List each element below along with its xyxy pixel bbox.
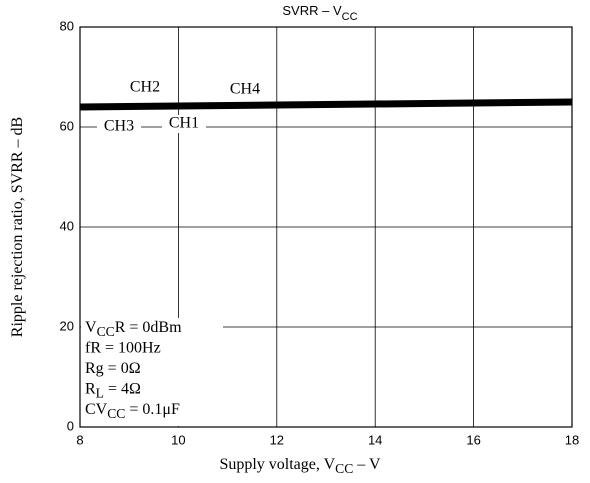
annotation-bg [81, 318, 223, 426]
y-tick-label: 80 [60, 18, 74, 33]
text-part: CC [107, 406, 125, 421]
annotation: Rg = 0Ω [85, 360, 141, 377]
x-tick-label: 18 [565, 432, 579, 447]
chart-title: SVRR – VCC [282, 3, 357, 22]
label-bg [162, 115, 206, 133]
data-line [79, 99, 573, 108]
label-bg [97, 118, 141, 136]
text-part: Supply voltage, V [219, 456, 335, 473]
annotation: VCCR = 0dBm [85, 319, 182, 339]
text-part: = 4Ω [104, 380, 141, 397]
text-part: CC [335, 461, 353, 476]
x-axis-label: Supply voltage, VCC – V [219, 456, 381, 476]
x-tick-label: 10 [171, 432, 185, 447]
y-tick-label: 0 [67, 418, 74, 433]
y-tick-label: 20 [60, 318, 74, 333]
x-tick-label: 16 [466, 432, 480, 447]
series-label: CH2 [130, 79, 160, 96]
text-part: Ripple rejection ratio, SVRR – dB [9, 117, 26, 337]
text-part: fR = 100Hz [85, 339, 161, 356]
text-part: CC [342, 11, 358, 23]
series-label: CH3 [104, 118, 134, 135]
text-part: R = 0dBm [115, 319, 182, 336]
data-line [79, 101, 573, 110]
annotation: RL = 4Ω [85, 380, 141, 400]
y-tick-label: 40 [60, 218, 74, 233]
y-axis-label: Ripple rejection ratio, SVRR – dB [9, 117, 26, 337]
text-part: R [85, 380, 96, 397]
text-part: – V [353, 456, 381, 473]
text-part: V [85, 319, 97, 336]
x-tick-label: 12 [270, 432, 284, 447]
text-part: SVRR – V [282, 3, 342, 18]
y-tick-label: 60 [60, 118, 74, 133]
text-part: = 0.1μF [125, 401, 180, 418]
series-label: CH1 [169, 115, 199, 132]
text-part: Rg = 0Ω [85, 360, 141, 377]
x-tick-label: 14 [368, 432, 382, 447]
text-part: L [96, 386, 104, 401]
annotation: fR = 100Hz [85, 339, 161, 356]
series-label: CH4 [230, 81, 260, 98]
annotation: CVCC = 0.1μF [85, 401, 180, 421]
text-part: CV [85, 401, 108, 418]
text-part: CC [97, 324, 115, 339]
x-tick-label: 8 [76, 432, 83, 447]
